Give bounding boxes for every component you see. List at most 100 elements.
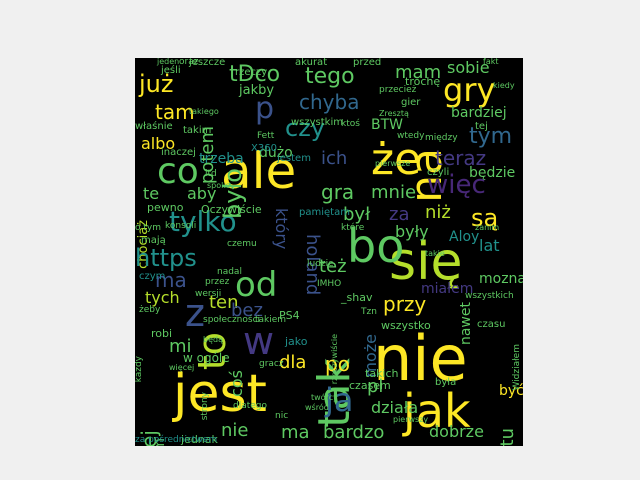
cloud-word: żeby bbox=[139, 305, 161, 315]
cloud-word: oraz bbox=[179, 58, 199, 67]
cloud-word: pewno bbox=[147, 201, 184, 214]
cloud-word: BTW bbox=[371, 117, 403, 133]
cloud-word: fakt bbox=[483, 58, 499, 66]
cloud-word: bez bbox=[231, 300, 263, 321]
cloud-word: ten bbox=[209, 292, 239, 313]
cloud-word: wszystkich bbox=[465, 291, 514, 301]
cloud-word: będą bbox=[203, 335, 223, 344]
cloud-word: Fett bbox=[257, 131, 275, 141]
cloud-word: bardzo bbox=[323, 422, 385, 443]
cloud-word: teraz bbox=[435, 146, 487, 170]
cloud-word: takiem bbox=[255, 315, 287, 325]
cloud-word: bo bbox=[347, 219, 405, 273]
cloud-word: przez bbox=[205, 277, 230, 287]
cloud-word: pierwsze bbox=[375, 159, 411, 168]
cloud-word: gra bbox=[321, 180, 355, 204]
cloud-word: ja bbox=[325, 381, 354, 419]
cloud-word: jeśli bbox=[161, 65, 181, 76]
cloud-word: tDco bbox=[229, 62, 281, 87]
cloud-word: który bbox=[272, 208, 291, 250]
cloud-word: Oczywiście bbox=[201, 203, 262, 216]
cloud-word: przy bbox=[383, 292, 427, 316]
cloud-word: jednak bbox=[181, 433, 218, 446]
cloud-word: PS4 bbox=[279, 309, 300, 322]
cloud-word: się bbox=[389, 232, 463, 292]
cloud-word: czemu bbox=[227, 239, 257, 249]
cloud-word: coś bbox=[227, 370, 246, 397]
cloud-word: tam bbox=[155, 100, 195, 124]
cloud-word: wersji bbox=[195, 289, 222, 299]
cloud-word: IMHO bbox=[317, 279, 342, 289]
cloud-word: lat bbox=[479, 236, 500, 255]
cloud-word: nie bbox=[221, 420, 249, 441]
cloud-word: nie bbox=[373, 322, 468, 395]
cloud-word: _shav bbox=[341, 291, 373, 304]
cloud-word: itd bbox=[205, 169, 217, 179]
cloud-word: jestem bbox=[277, 153, 311, 164]
cloud-word: twórcy bbox=[311, 393, 338, 402]
cloud-word: między bbox=[425, 133, 458, 143]
cloud-word: dobrze bbox=[429, 422, 484, 441]
cloud-word: nawet bbox=[458, 302, 474, 346]
cloud-word: niż bbox=[425, 202, 451, 223]
cloud-word: była bbox=[435, 377, 457, 388]
cloud-word: czym bbox=[139, 271, 166, 282]
cloud-word: co bbox=[157, 151, 199, 192]
cloud-word: nic bbox=[275, 411, 289, 421]
cloud-word: od bbox=[235, 265, 278, 305]
cloud-word: mozna bbox=[479, 271, 523, 287]
cloud-word: były bbox=[395, 222, 429, 241]
cloud-word: tej bbox=[475, 121, 488, 132]
cloud-word: pierwszy bbox=[393, 415, 429, 424]
cloud-word: inaczej bbox=[161, 147, 196, 158]
cloud-word: Tzn bbox=[361, 307, 377, 317]
cloud-word: już bbox=[139, 70, 174, 98]
cloud-word: tego bbox=[305, 64, 355, 89]
cloud-word: zanim bbox=[475, 223, 500, 232]
cloud-word: każdy bbox=[135, 356, 144, 383]
cloud-word: tylko bbox=[169, 205, 237, 238]
cloud-word: sobie bbox=[447, 58, 490, 77]
cloud-word: aby bbox=[187, 184, 217, 203]
cloud-word: albo bbox=[141, 134, 176, 153]
cloud-word: rzeczy bbox=[235, 67, 268, 78]
cloud-word: więc bbox=[427, 170, 486, 200]
cloud-word: pl bbox=[367, 376, 384, 397]
cloud-word: był bbox=[343, 204, 371, 225]
cloud-word: strony bbox=[200, 392, 210, 421]
cloud-word: takie bbox=[425, 249, 445, 258]
cloud-word: czasu bbox=[477, 319, 506, 330]
cloud-word: takich bbox=[365, 367, 399, 380]
cloud-word: gracz bbox=[259, 359, 284, 369]
cloud-word: działa bbox=[371, 398, 419, 417]
cloud-word: jakby bbox=[239, 83, 275, 98]
cloud-word: nadal bbox=[217, 267, 242, 277]
cloud-word: mnie bbox=[371, 182, 417, 203]
cloud-word: że bbox=[371, 134, 422, 185]
cloud-word: ich bbox=[321, 148, 348, 169]
cloud-word: p bbox=[255, 91, 275, 126]
cloud-word: takim bbox=[183, 125, 212, 136]
cloud-word: właśnie bbox=[135, 121, 173, 132]
cloud-word: dla bbox=[279, 352, 307, 373]
cloud-word: kiedy bbox=[493, 81, 515, 90]
cloud-word: wszystkim bbox=[291, 117, 343, 128]
cloud-word: ktoś bbox=[341, 119, 360, 129]
cloud-word: więcej bbox=[169, 363, 195, 372]
cloud-word: mam bbox=[395, 62, 442, 83]
cloud-word: X360 bbox=[251, 143, 277, 154]
cloud-word: jeden bbox=[157, 58, 180, 66]
cloud-word: robi bbox=[151, 327, 173, 340]
cloud-word: trzeba bbox=[199, 151, 244, 167]
cloud-word: akurat bbox=[295, 58, 328, 68]
cloud-word: być bbox=[499, 383, 523, 399]
cloud-word: za bbox=[389, 204, 410, 225]
cloud-word: konsoli bbox=[165, 221, 197, 231]
cloud-word: https bbox=[135, 244, 197, 272]
cloud-word: ma bbox=[281, 422, 310, 443]
cloud-word: spoko bbox=[207, 181, 231, 190]
cloud-word: jeszcze bbox=[189, 58, 226, 68]
cloud-word: wtedy bbox=[397, 131, 425, 141]
cloud-word: będzie bbox=[469, 165, 516, 181]
cloud-word: pamiętam bbox=[299, 207, 350, 218]
